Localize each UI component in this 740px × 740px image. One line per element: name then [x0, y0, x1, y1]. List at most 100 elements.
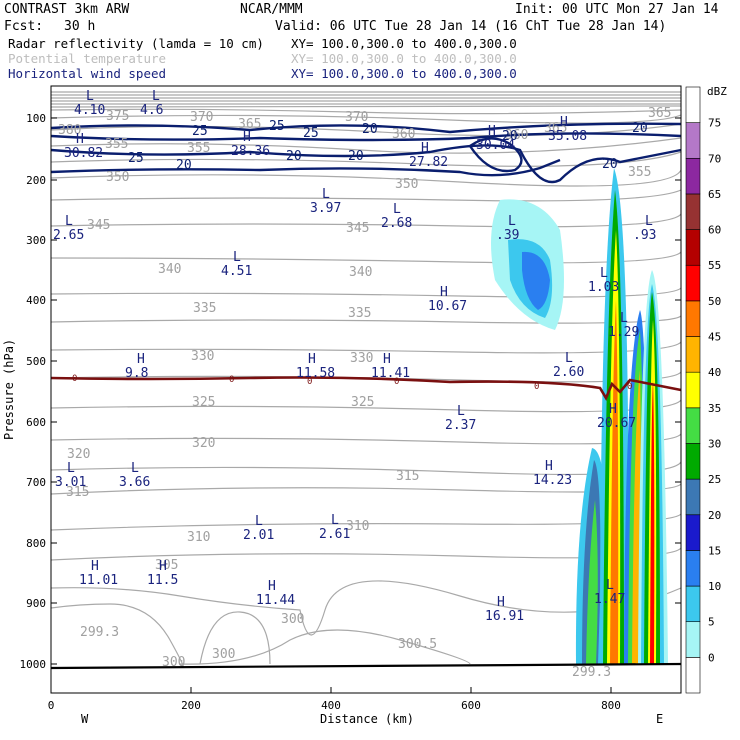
- x-tick-label: 400: [321, 699, 341, 712]
- colorbar-label: 70: [708, 152, 721, 165]
- colorbar-swatch: [685, 443, 701, 480]
- theta-label: 340: [158, 262, 181, 277]
- x-axis-label: Distance (km): [320, 712, 414, 726]
- wind-label: 25: [269, 119, 285, 134]
- reflectivity-field: [491, 168, 668, 664]
- wind-label: 20: [602, 157, 618, 172]
- east-label: E: [656, 712, 663, 726]
- extremum-value: 1.29: [608, 325, 639, 340]
- extremum-marker: L: [645, 214, 653, 229]
- extremum-value: 30.04: [476, 138, 515, 153]
- zero-label: 0: [627, 382, 632, 392]
- extremum-value: 4.6: [140, 103, 163, 118]
- theta-label: 345: [346, 221, 369, 236]
- extremum-value: 9.8: [125, 366, 148, 381]
- field-2-xy: XY= 100.0,300.0 to 400.0,300.0: [291, 51, 517, 66]
- y-tick-label: 800: [26, 537, 46, 550]
- theta-label: 330: [350, 351, 373, 366]
- extremum-value: 2.60: [553, 365, 584, 380]
- extremum-marker: L: [508, 214, 516, 229]
- plot-frame: [50, 85, 682, 694]
- extremum-value: 3.01: [55, 475, 86, 490]
- theta-label: 315: [66, 485, 89, 500]
- colorbar-swatch: [685, 514, 701, 551]
- colorbar-label: 40: [708, 366, 721, 379]
- wind-label: 20: [176, 158, 192, 173]
- theta-label: 360: [392, 127, 415, 142]
- extremum-value: 3.66: [119, 475, 150, 490]
- theta-label: 320: [67, 447, 90, 462]
- extremum-marker: H: [488, 124, 496, 139]
- theta-label: 370: [345, 110, 368, 125]
- colorbar-swatch: [685, 193, 701, 230]
- extremum-marker: H: [545, 459, 553, 474]
- wind-label: 25: [192, 124, 208, 139]
- fcst-label: Fcst:: [4, 19, 43, 34]
- extremum-marker: H: [421, 141, 429, 156]
- extremum-marker: H: [137, 352, 145, 367]
- init-time: Init: 00 UTC Mon 27 Jan 14: [515, 2, 719, 17]
- colorbar-swatch: [685, 478, 701, 516]
- colorbar-swatch: [685, 550, 701, 587]
- extremum-value: 3.97: [310, 201, 341, 216]
- theta-label: 345: [87, 218, 110, 233]
- y-tick-label: 500: [26, 355, 46, 368]
- colorbar-swatch: [685, 657, 701, 694]
- extremum-value: 11.41: [371, 366, 410, 381]
- extremum-marker: L: [600, 266, 608, 281]
- extremum-value: 16.91: [485, 609, 524, 624]
- colorbar-label: 5: [708, 616, 715, 629]
- colorbar-swatch: [685, 621, 701, 658]
- zero-label: 0: [72, 374, 77, 384]
- y-axis-label: Pressure (hPa): [2, 339, 16, 440]
- colorbar-label: 10: [708, 580, 721, 593]
- theta-label: 325: [351, 395, 374, 410]
- extremum-marker: H: [159, 559, 167, 574]
- y-tick-label: 600: [26, 416, 46, 429]
- field-2-name: Potential temperature: [8, 51, 166, 66]
- theta-label: 299.3: [572, 665, 611, 680]
- colorbar-swatch: [685, 122, 701, 159]
- field-1-xy: XY= 100.0,300.0 to 400.0,300.0: [291, 36, 517, 51]
- theta-label: 365: [544, 121, 567, 136]
- extremum-value: 2.68: [381, 216, 412, 231]
- extremum-value: 35.08: [548, 129, 587, 144]
- colorbar-label: 50: [708, 295, 721, 308]
- colorbar-swatch: [685, 336, 701, 373]
- wind-label: 25: [303, 126, 319, 141]
- theta-labels: 375 370 365 360 365 370 380 365 355 360 …: [58, 106, 671, 680]
- extremum-value: 2.01: [243, 528, 274, 543]
- y-tick-label: 1000: [20, 658, 47, 671]
- extremum-marker: L: [67, 461, 75, 476]
- center-name: NCAR/MMM: [240, 2, 303, 17]
- extremum-marker: L: [322, 187, 330, 202]
- extremum-value: 2.61: [319, 527, 350, 542]
- theta-label: 355: [628, 165, 651, 180]
- theta-label: 300: [281, 612, 304, 627]
- x-tick-label: 200: [181, 699, 201, 712]
- theta-label: 335: [348, 306, 371, 321]
- field-3-name: Horizontal wind speed: [8, 66, 166, 81]
- ground-line: [50, 662, 682, 670]
- wind-labels: 25 25 20 25 20 20 25 20 20 20 20: [128, 119, 648, 173]
- extremum-value: 4.10: [74, 103, 105, 118]
- extremum-marker: L: [255, 514, 263, 529]
- colorbar-swatch: [685, 157, 701, 195]
- colorbar-swatch: [685, 585, 701, 623]
- colorbar-swatch: [685, 371, 701, 409]
- colorbar-swatch: [685, 86, 701, 123]
- extremum-marker: H: [91, 559, 99, 574]
- extremum-value: 11.01: [79, 573, 118, 588]
- extremum-marker: H: [609, 402, 617, 417]
- y-tick-label: 200: [26, 174, 46, 187]
- x-axis: 0 200 400 600 800: [48, 687, 621, 712]
- x-tick-label: 0: [48, 699, 55, 712]
- extremum-value: 1.03: [588, 280, 619, 295]
- extremum-marker: L: [457, 404, 465, 419]
- extremum-marker: H: [243, 130, 251, 145]
- extremum-value: 27.82: [409, 155, 448, 170]
- theta-label: 365: [648, 106, 671, 121]
- extremum-value: .39: [496, 228, 519, 243]
